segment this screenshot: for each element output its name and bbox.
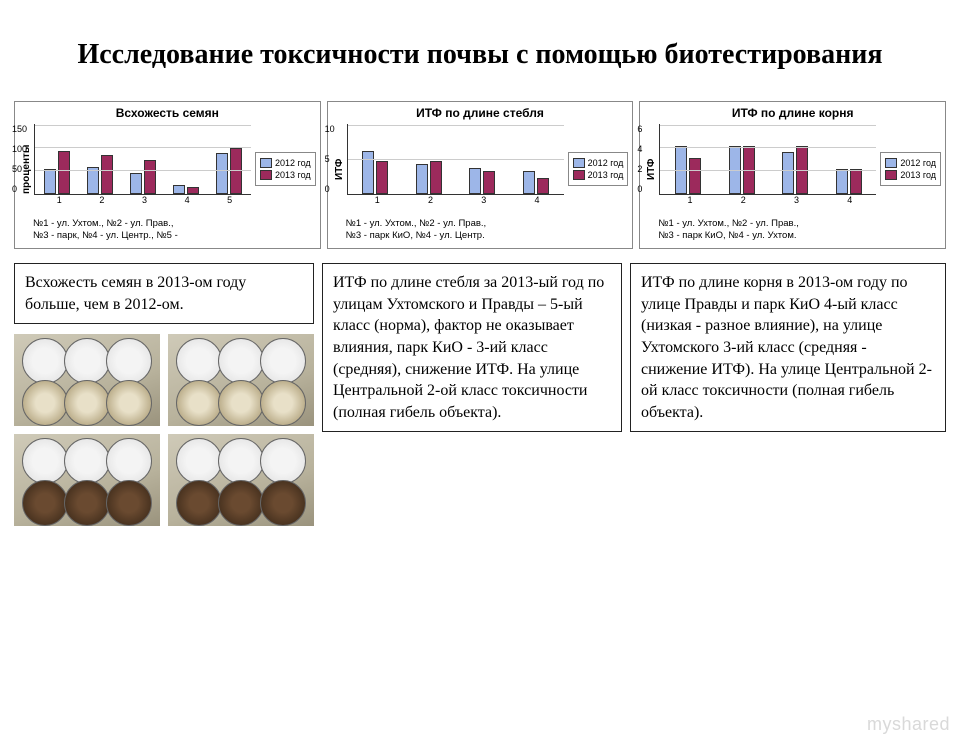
chart-itf-root: ИТФ по длине корня ИТФ 0246 1234 2012 го… [639, 101, 946, 250]
note-itf-stem: ИТФ по длине стебля за 2013-ый год по ул… [322, 263, 622, 432]
plot-area [659, 124, 876, 195]
y-ticks: 050100150 [12, 124, 27, 194]
bar-2013 [101, 155, 113, 193]
x-labels: 1234 [659, 195, 876, 205]
petri-photo [168, 334, 314, 426]
plot-area [347, 124, 564, 195]
bar-2012 [782, 152, 794, 194]
petri-photo [168, 434, 314, 526]
bar-2012 [216, 153, 228, 194]
bar-2012 [44, 169, 56, 194]
content-row: Всхожесть семян в 2013-ом году больше, ч… [0, 249, 960, 526]
chart-title: ИТФ по длине стебля [332, 106, 629, 120]
bar-2012 [173, 185, 185, 194]
legend-2012: 2012 год [900, 158, 936, 168]
petri-photo [14, 434, 160, 526]
legend: 2012 год 2013 год [880, 152, 941, 186]
bar-2012 [836, 169, 848, 194]
chart-itf-stem: ИТФ по длине стебля ИТФ 0510 1234 2012 г… [327, 101, 634, 250]
chart-footer: №1 - ул. Ухтом., №2 - ул. Прав.,№3 - пар… [332, 214, 629, 243]
page-title: Исследование токсичности почвы с помощью… [0, 19, 960, 82]
bar-2013 [537, 178, 549, 194]
y-axis-label: ИТФ [644, 124, 659, 214]
note-germination: Всхожесть семян в 2013-ом году больше, ч… [14, 263, 314, 324]
charts-row: Всхожесть семян проценты 050100150 12345… [0, 101, 960, 250]
bar-2012 [523, 171, 535, 193]
x-labels: 1234 [347, 195, 564, 205]
y-ticks: 0246 [637, 124, 642, 194]
legend-2013: 2013 год [900, 170, 936, 180]
legend-2012: 2012 год [275, 158, 311, 168]
bar-2013 [483, 171, 495, 193]
chart-title: ИТФ по длине корня [644, 106, 941, 120]
bar-2013 [230, 148, 242, 193]
watermark: myshared [867, 714, 950, 735]
bar-2013 [430, 161, 442, 194]
bar-2013 [376, 161, 388, 194]
chart-germination: Всхожесть семян проценты 050100150 12345… [14, 101, 321, 250]
bar-2012 [362, 151, 374, 194]
plot-area [34, 124, 251, 195]
y-ticks: 0510 [325, 124, 335, 194]
legend-2013: 2013 год [275, 170, 311, 180]
bar-2012 [416, 164, 428, 193]
legend: 2012 год 2013 год [568, 152, 629, 186]
chart-title: Всхожесть семян [19, 106, 316, 120]
photo-grid [14, 334, 314, 526]
bar-2013 [689, 158, 701, 194]
petri-photo [14, 334, 160, 426]
legend-2013: 2013 год [588, 170, 624, 180]
note-itf-root: ИТФ по длине корня в 2013-ом году по ули… [630, 263, 946, 432]
bar-2013 [850, 169, 862, 194]
legend: 2012 год 2013 год [255, 152, 316, 186]
chart-footer: №1 - ул. Ухтом., №2 - ул. Прав.,№3 - пар… [19, 214, 316, 243]
bar-2013 [187, 187, 199, 194]
bar-2012 [469, 168, 481, 194]
bar-2013 [144, 160, 156, 194]
x-labels: 12345 [34, 195, 251, 205]
legend-2012: 2012 год [588, 158, 624, 168]
bar-2012 [130, 173, 142, 193]
bar-2013 [58, 151, 70, 194]
chart-footer: №1 - ул. Ухтом., №2 - ул. Прав.,№3 - пар… [644, 214, 941, 243]
